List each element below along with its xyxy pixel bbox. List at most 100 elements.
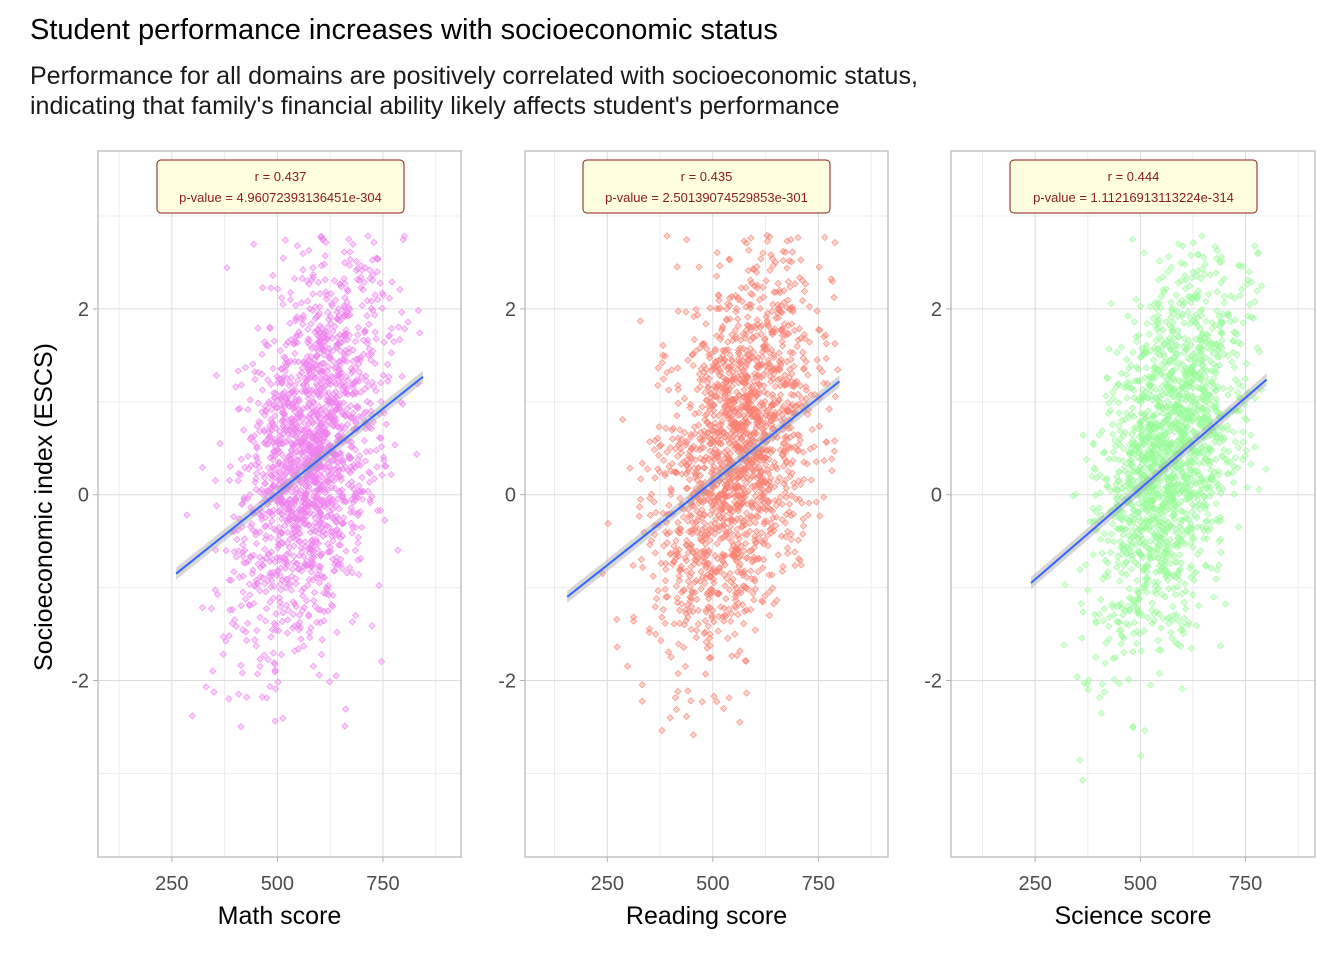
data-point — [698, 698, 706, 706]
data-point — [1164, 268, 1172, 276]
data-point — [352, 376, 361, 384]
data-point — [278, 294, 286, 302]
data-point — [654, 451, 663, 460]
data-point — [657, 637, 665, 645]
data-point — [623, 662, 632, 670]
data-point — [1111, 436, 1119, 444]
data-point — [1216, 642, 1225, 650]
data-point — [258, 386, 267, 394]
data-point — [713, 539, 721, 548]
data-point — [701, 670, 710, 678]
data-point — [725, 694, 733, 702]
data-point — [830, 437, 839, 445]
data-point — [342, 705, 350, 713]
data-point — [299, 266, 307, 274]
data-point — [1166, 560, 1175, 568]
data-point — [714, 627, 722, 635]
annotation-r-value: r = 0.437 — [255, 169, 307, 184]
y-tick-label: 0 — [505, 485, 516, 507]
data-point — [690, 335, 698, 344]
data-point — [375, 434, 384, 442]
data-point — [321, 252, 329, 260]
data-point — [210, 688, 218, 696]
data-point — [341, 259, 349, 267]
data-point — [238, 669, 247, 677]
data-point — [1143, 319, 1151, 328]
data-point — [256, 655, 264, 663]
data-point — [1245, 268, 1253, 276]
data-point — [722, 595, 730, 603]
data-point — [277, 586, 285, 594]
data-point — [363, 312, 371, 320]
data-point — [368, 622, 376, 630]
data-point — [346, 248, 354, 256]
data-point — [1149, 356, 1158, 364]
data-point — [332, 672, 340, 680]
data-point — [269, 649, 277, 657]
data-point — [234, 526, 242, 534]
data-point — [207, 604, 216, 613]
data-point — [1140, 726, 1149, 735]
data-point — [1128, 404, 1137, 412]
data-point — [674, 669, 682, 678]
data-point — [382, 420, 391, 428]
data-point — [318, 574, 327, 582]
data-point — [1084, 686, 1092, 694]
x-tick-label: 750 — [802, 873, 835, 895]
data-point — [723, 634, 732, 642]
data-point — [272, 610, 280, 618]
data-point — [1114, 558, 1122, 566]
data-point — [240, 535, 249, 543]
data-point — [266, 682, 274, 691]
data-point — [675, 606, 684, 615]
data-point — [1167, 263, 1176, 272]
data-point — [239, 588, 247, 596]
data-point — [284, 616, 292, 624]
data-point — [1229, 478, 1238, 487]
data-point — [821, 233, 829, 242]
data-point — [282, 601, 291, 609]
data-point — [256, 613, 264, 622]
data-point — [673, 411, 681, 420]
data-point — [1107, 530, 1116, 538]
data-point — [372, 446, 381, 454]
data-point — [1108, 520, 1117, 528]
data-point — [354, 533, 362, 542]
data-point — [828, 466, 836, 475]
data-point — [1220, 292, 1229, 301]
data-point — [1092, 653, 1100, 661]
data-point — [674, 399, 682, 408]
data-point — [225, 476, 234, 484]
data-point — [799, 515, 807, 523]
data-point — [314, 278, 323, 287]
y-tick-label: 2 — [78, 299, 89, 321]
data-point — [713, 248, 721, 257]
x-axis-title: Reading score — [626, 902, 787, 930]
data-point — [355, 482, 363, 490]
annotation-p-value: p-value = 2.50139074529853e-301 — [605, 190, 808, 205]
data-point — [1165, 584, 1173, 593]
data-point — [734, 315, 742, 323]
data-point — [254, 324, 262, 332]
data-point — [651, 549, 659, 557]
data-point — [712, 272, 721, 280]
data-point — [282, 341, 290, 349]
data-point — [288, 624, 297, 632]
data-point — [1189, 239, 1198, 247]
data-point — [256, 586, 264, 595]
data-point — [1192, 621, 1201, 630]
data-point — [804, 511, 812, 519]
data-point — [317, 650, 326, 659]
data-point — [674, 385, 682, 394]
data-point — [278, 617, 286, 626]
data-point — [301, 538, 309, 546]
data-point — [1220, 299, 1228, 307]
data-point — [822, 354, 830, 363]
data-point — [652, 594, 661, 603]
data-point — [244, 452, 252, 461]
data-point — [235, 404, 244, 413]
data-point — [1250, 242, 1259, 250]
data-point — [1110, 675, 1119, 684]
